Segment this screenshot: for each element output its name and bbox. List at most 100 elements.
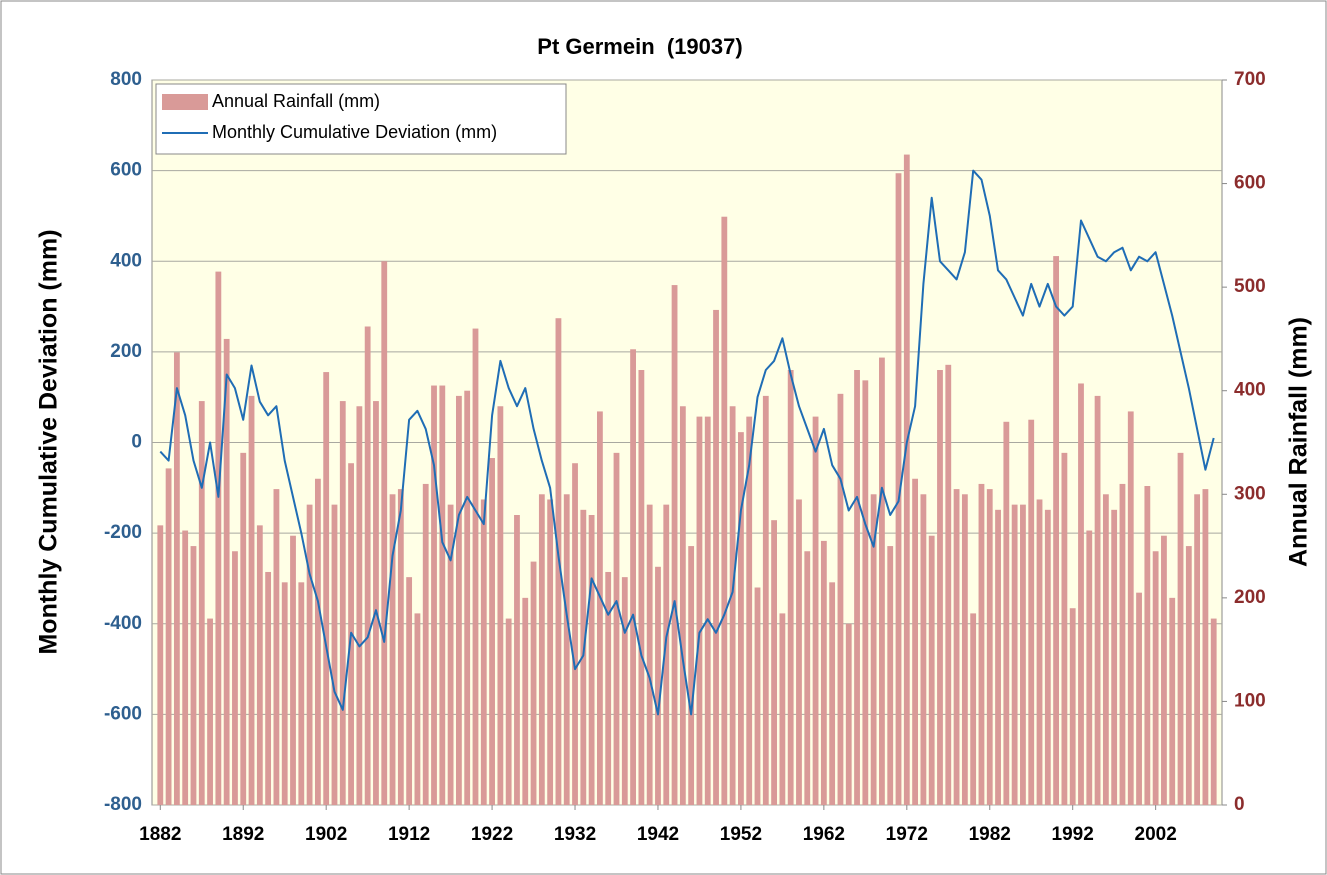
bar bbox=[157, 525, 164, 805]
bar bbox=[1036, 499, 1043, 805]
bar bbox=[746, 416, 753, 805]
bar bbox=[364, 326, 371, 805]
chart-title: Pt Germein (19037) bbox=[537, 34, 742, 59]
bar bbox=[945, 364, 952, 805]
bar bbox=[290, 535, 296, 805]
bar bbox=[1127, 411, 1134, 805]
y-tick-label: -200 bbox=[104, 522, 142, 543]
bar bbox=[464, 390, 471, 805]
bar bbox=[530, 561, 537, 805]
x-tick-label: 1972 bbox=[886, 824, 928, 845]
bar bbox=[1161, 535, 1167, 805]
legend-label: Annual Rainfall (mm) bbox=[212, 91, 380, 111]
y-tick-label: -800 bbox=[104, 794, 142, 815]
bar bbox=[1144, 486, 1151, 805]
bar bbox=[1086, 530, 1093, 805]
bar bbox=[721, 216, 728, 805]
x-tick-label: 1882 bbox=[139, 824, 181, 845]
bar bbox=[406, 577, 413, 805]
bar bbox=[232, 551, 238, 805]
bar bbox=[389, 494, 396, 805]
bar bbox=[762, 395, 769, 805]
bar bbox=[713, 309, 719, 805]
bar bbox=[373, 401, 379, 805]
bar bbox=[273, 489, 280, 805]
bar bbox=[597, 411, 603, 805]
bar bbox=[995, 509, 1001, 805]
bar bbox=[472, 328, 479, 805]
bar bbox=[414, 613, 421, 805]
bar bbox=[165, 468, 172, 805]
x-tick-label: 1892 bbox=[222, 824, 264, 845]
bar bbox=[306, 504, 313, 805]
bar bbox=[1094, 395, 1101, 805]
bar bbox=[953, 489, 960, 805]
bar bbox=[547, 499, 554, 805]
y2-tick-label: 0 bbox=[1234, 794, 1245, 815]
bar bbox=[1102, 494, 1109, 805]
y-tick-label: 400 bbox=[110, 250, 142, 271]
bar bbox=[1152, 551, 1159, 805]
bar bbox=[887, 546, 894, 805]
y-tick-label: 200 bbox=[110, 341, 142, 362]
bar bbox=[1069, 608, 1076, 805]
bar bbox=[829, 582, 836, 805]
bar bbox=[190, 546, 197, 805]
bar bbox=[605, 571, 612, 805]
bar bbox=[679, 406, 686, 805]
bar bbox=[248, 395, 255, 805]
y2-tick-label: 200 bbox=[1234, 587, 1266, 608]
bar bbox=[323, 372, 330, 805]
bar bbox=[845, 623, 852, 805]
bar bbox=[729, 406, 736, 805]
bar bbox=[704, 416, 711, 805]
bar bbox=[970, 613, 977, 805]
x-tick-label: 1912 bbox=[388, 824, 430, 845]
bar bbox=[207, 618, 213, 805]
bar bbox=[1194, 494, 1201, 805]
y-tick-label: 800 bbox=[110, 69, 142, 90]
y-tick-label: -400 bbox=[104, 613, 142, 634]
bar bbox=[1011, 504, 1018, 805]
bar bbox=[754, 587, 761, 805]
y2-tick-label: 100 bbox=[1234, 690, 1266, 711]
bar bbox=[903, 154, 910, 806]
y2-tick-label: 500 bbox=[1234, 276, 1266, 297]
bar bbox=[538, 494, 545, 805]
bar bbox=[630, 349, 636, 805]
bar bbox=[356, 406, 363, 805]
bar bbox=[265, 571, 272, 805]
bar bbox=[688, 546, 695, 805]
bar bbox=[439, 385, 446, 805]
bar bbox=[198, 401, 205, 805]
x-tick-label: 2002 bbox=[1135, 824, 1177, 845]
bar bbox=[1185, 546, 1192, 805]
bar bbox=[240, 452, 247, 805]
bar bbox=[671, 285, 678, 806]
y2-tick-label: 300 bbox=[1234, 483, 1266, 504]
bar bbox=[854, 370, 860, 805]
bar bbox=[298, 582, 305, 805]
bar bbox=[497, 406, 504, 805]
bar bbox=[978, 483, 985, 805]
bar bbox=[812, 416, 819, 805]
bar bbox=[431, 385, 437, 805]
bar bbox=[314, 478, 321, 805]
bar bbox=[397, 489, 404, 805]
bar bbox=[912, 478, 919, 805]
bar bbox=[381, 261, 388, 805]
bar bbox=[804, 551, 811, 805]
bar bbox=[588, 515, 595, 805]
x-tick-label: 1962 bbox=[803, 824, 845, 845]
x-tick-label: 1942 bbox=[637, 824, 679, 845]
y-tick-label: 0 bbox=[131, 432, 142, 453]
bar bbox=[862, 380, 869, 805]
legend-swatch bbox=[162, 94, 208, 110]
y2-tick-label: 600 bbox=[1234, 173, 1266, 194]
bar bbox=[480, 499, 487, 805]
bar bbox=[1111, 509, 1118, 805]
x-tick-label: 1902 bbox=[305, 824, 347, 845]
bar bbox=[787, 370, 794, 805]
bar bbox=[1061, 452, 1068, 805]
